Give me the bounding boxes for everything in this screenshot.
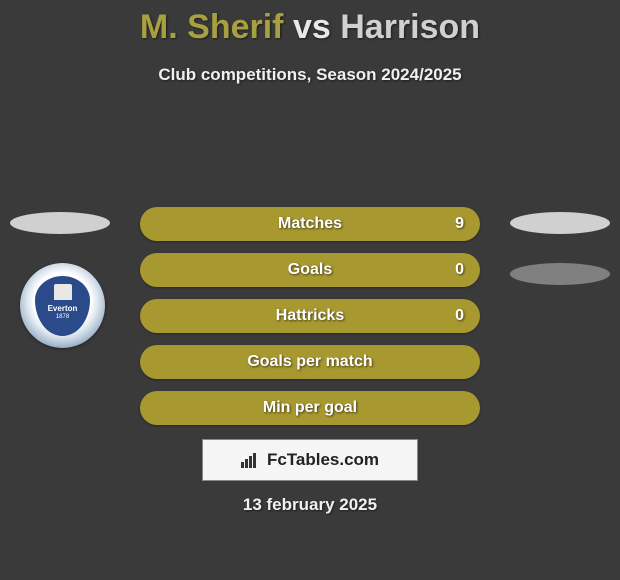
stat-bar-goals: Goals 0 [140,253,480,287]
vs-text: vs [293,8,331,46]
stat-bar-hattricks: Hattricks 0 [140,299,480,333]
stat-label: Hattricks [276,307,344,325]
source-logo: FcTables.com [202,439,418,481]
player1-name: M. Sherif [140,8,284,46]
stat-label: Goals [288,261,332,279]
stat-label: Min per goal [263,399,357,417]
stat-bars: Matches 9 Goals 0 Hattricks 0 Goals per … [140,207,480,437]
stat-value: 9 [455,215,464,233]
stat-label: Goals per match [247,353,372,371]
left-player-ellipse [10,212,110,234]
barchart-icon [241,452,261,468]
right-player-ellipse-2 [510,263,610,285]
crest-year: 1878 [56,314,69,320]
logo-text: FcTables.com [267,450,379,470]
right-player-ellipse-1 [510,212,610,234]
stat-value: 0 [455,307,464,325]
stat-bar-min-per-goal: Min per goal [140,391,480,425]
crest-shield-icon: Everton 1878 [35,276,90,336]
snapshot-date: 13 february 2025 [0,495,620,515]
stat-label: Matches [278,215,342,233]
player2-name: Harrison [340,8,480,46]
crest-tower-icon [54,284,72,300]
club-crest: Everton 1878 [20,263,105,348]
comparison-title: M. Sherif vs Harrison [0,0,620,47]
stat-value: 0 [455,261,464,279]
subtitle: Club competitions, Season 2024/2025 [0,65,620,85]
stat-bar-goals-per-match: Goals per match [140,345,480,379]
stat-bar-matches: Matches 9 [140,207,480,241]
crest-label: Everton [48,304,78,313]
